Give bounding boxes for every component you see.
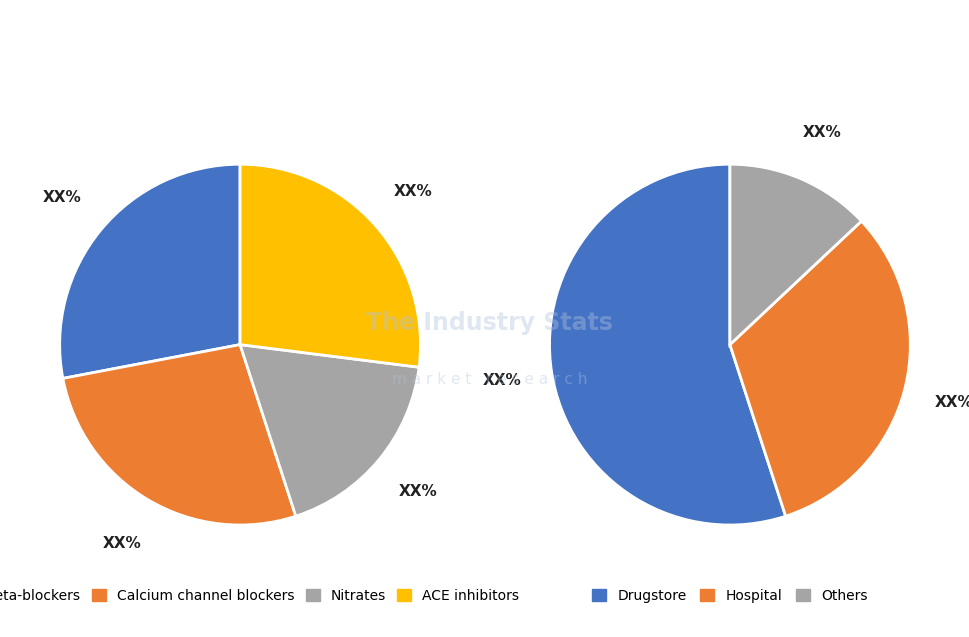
Text: XX%: XX%	[103, 536, 141, 551]
Wedge shape	[63, 345, 296, 525]
Text: XX%: XX%	[43, 190, 81, 205]
Wedge shape	[240, 164, 420, 367]
Wedge shape	[729, 221, 909, 516]
Legend: Beta-blockers, Calcium channel blockers, Nitrates, ACE inhibitors: Beta-blockers, Calcium channel blockers,…	[0, 583, 524, 608]
Wedge shape	[60, 164, 240, 378]
Wedge shape	[729, 164, 860, 345]
Text: Fig. Global Coronary Artery Disease Therapeutics Sales & Revenue Market Share by: Fig. Global Coronary Artery Disease Ther…	[12, 22, 947, 61]
Text: The Industry Stats: The Industry Stats	[366, 311, 612, 335]
Text: m a r k e t   r e s e a r c h: m a r k e t r e s e a r c h	[391, 371, 587, 387]
Text: XX%: XX%	[933, 394, 969, 410]
Text: Website: www.theindustrystats.com: Website: www.theindustrystats.com	[703, 606, 957, 620]
Text: Email: sales@theindustrystats.com: Email: sales@theindustrystats.com	[361, 606, 608, 620]
Wedge shape	[240, 345, 419, 516]
Text: Source: TheIndustrystats Analysis: Source: TheIndustrystats Analysis	[12, 606, 251, 620]
Text: XX%: XX%	[482, 373, 520, 388]
Text: XX%: XX%	[398, 484, 437, 499]
Text: XX%: XX%	[393, 185, 432, 199]
Wedge shape	[549, 164, 785, 525]
Text: XX%: XX%	[801, 125, 840, 140]
Legend: Drugstore, Hospital, Others: Drugstore, Hospital, Others	[586, 583, 872, 608]
